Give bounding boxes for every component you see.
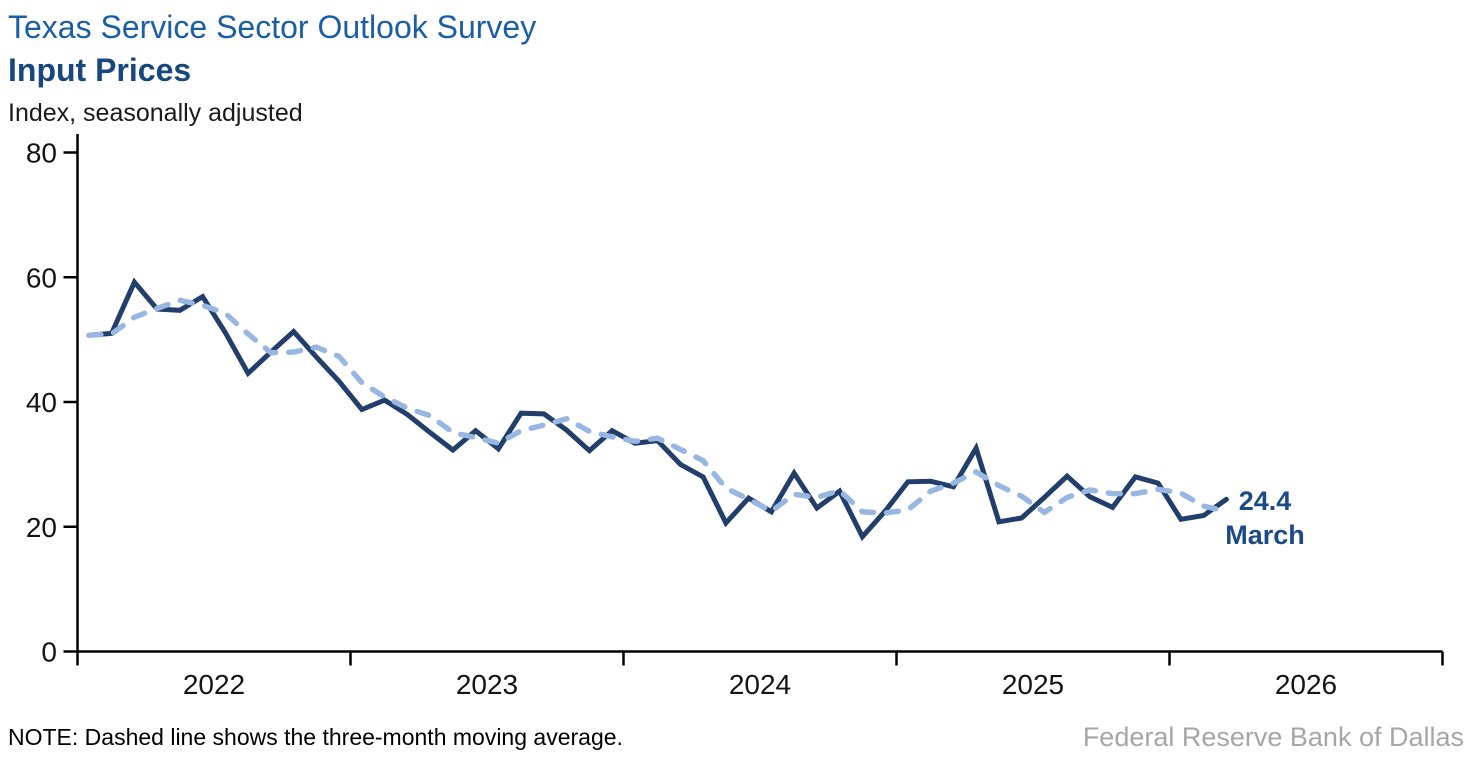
y-tick-label: 0 xyxy=(41,637,57,668)
y-tick-label: 60 xyxy=(26,262,57,293)
x-tick-label: 2026 xyxy=(1275,669,1337,700)
y-axis-caption: Index, seasonally adjusted xyxy=(8,99,303,127)
monthly-series-line xyxy=(86,277,1229,542)
x-tick-label: 2025 xyxy=(1002,669,1064,700)
x-tick-label: 2022 xyxy=(183,669,245,700)
y-tick-label: 80 xyxy=(26,138,57,169)
attribution: Federal Reserve Bank of Dallas xyxy=(1082,722,1464,752)
latest-value-annotation: 24.4 March xyxy=(1205,484,1325,552)
chart-subtitle: Input Prices xyxy=(8,52,192,88)
moving-average-dashed-line xyxy=(86,297,1230,516)
x-tick-label: 2023 xyxy=(456,669,518,700)
y-tick-label: 20 xyxy=(26,512,57,543)
y-tick-label: 40 xyxy=(26,387,57,418)
footnote: NOTE: Dashed line shows the three-month … xyxy=(8,724,623,750)
chart-title: Texas Service Sector Outlook Survey xyxy=(8,9,537,45)
x-tick-label: 2024 xyxy=(729,669,791,700)
latest-value: 24.4 xyxy=(1238,486,1292,516)
latest-month: March xyxy=(1225,520,1305,550)
